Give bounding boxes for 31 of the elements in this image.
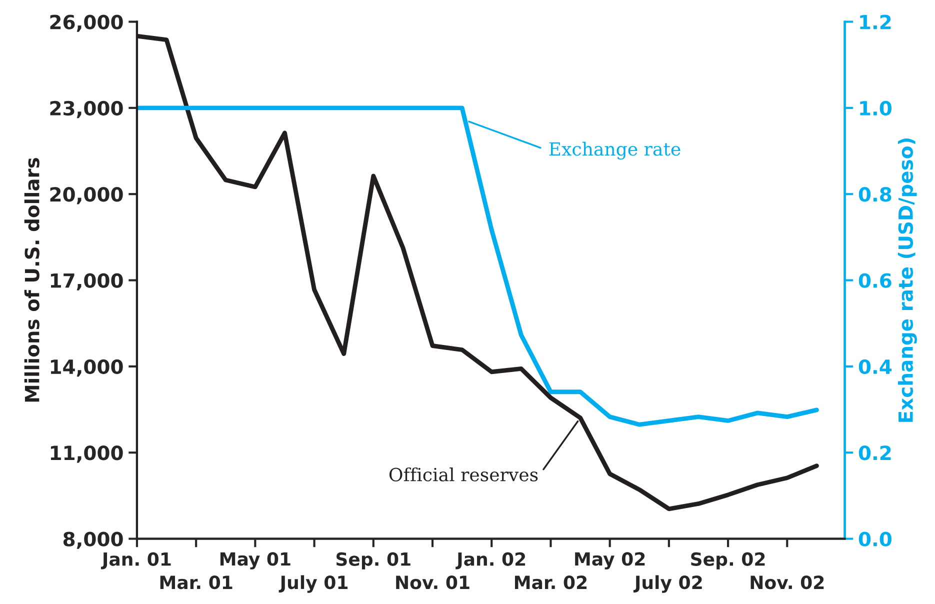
- x-tick-label: Jan. 01: [100, 552, 171, 570]
- x-tick-label: July 01: [278, 575, 348, 593]
- y-tick-label: 17,000: [50, 273, 123, 290]
- x-tick-label: Sep. 01: [336, 552, 410, 570]
- x-tick-label: Mar. 01: [160, 576, 232, 590]
- y2-axis-title: Exchange rate (USD/peso): [898, 138, 917, 422]
- y2-tick-label: 0.4: [858, 359, 892, 374]
- y-tick-label: 14,000: [50, 359, 123, 377]
- x-tick-label: Nov. 01: [396, 576, 470, 590]
- y2-tick-label: 0.8: [858, 187, 892, 202]
- x-tick-label: Mar. 02: [515, 576, 587, 590]
- text: Exchange rate: [549, 142, 680, 160]
- line-series: [136, 106, 819, 427]
- y2-tick-label: 0.2: [858, 446, 891, 460]
- x-tick-label: July 02: [633, 575, 702, 593]
- y-tick-label: 23,000: [50, 100, 123, 118]
- y-tick-label: 11,000: [50, 446, 123, 463]
- y-axis-title: Millions of U.S. dollars: [24, 158, 40, 402]
- x-tick-label: May 01: [220, 552, 290, 570]
- y-tick-label: 26,000: [50, 14, 123, 32]
- x-tick-label: Jan. 02: [456, 552, 526, 570]
- y2-tick-label: 1.0: [860, 100, 892, 116]
- x-tick-label: May 02: [575, 552, 645, 570]
- text: Official reserves: [389, 467, 538, 482]
- x-tick-label: Sep. 02: [691, 552, 765, 570]
- y-tick-label: 20,000: [50, 187, 123, 204]
- y2-tick-label: 0.6: [858, 273, 892, 288]
- y2-tick-label: 0.0: [858, 532, 892, 546]
- y-tick-label: 8,000: [63, 532, 123, 549]
- x-tick-label: Nov. 02: [750, 576, 824, 590]
- y2-tick-label: 1.2: [860, 14, 891, 30]
